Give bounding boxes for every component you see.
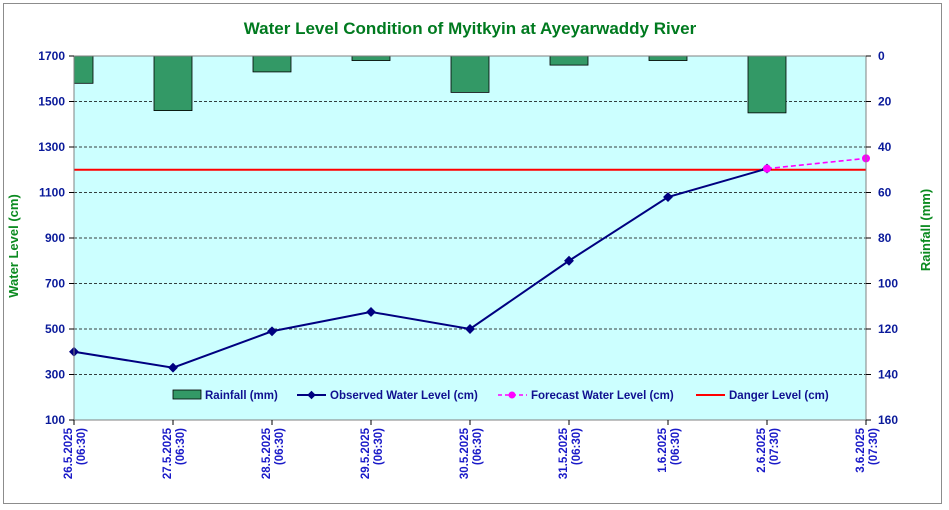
y2-tick-label: 20 [878,95,892,109]
legend-label-forecast: Forecast Water Level (cm) [531,390,674,402]
y2-tick-label: 0 [878,49,885,63]
legend-swatch-rainfall [172,389,202,400]
x-tick-label-date: 2.6.2025 [756,427,768,472]
observed-line [73,167,768,369]
y2-tick-label: 100 [878,277,898,291]
y-tick-label: 1500 [38,95,65,109]
x-tick-label-date: 29.5.2025 [360,427,372,479]
x-tick-label-date: 3.6.2025 [855,427,867,472]
rainfall-bar [648,55,688,61]
legend-label-observed: Observed Water Level (cm) [330,390,478,402]
y-axis-title: Water Level (cm) [6,194,21,298]
y2-tick-label: 40 [878,140,892,154]
x-tick-label-date: 28.5.2025 [261,427,273,479]
rainfall-bar [252,55,292,73]
y-tick-label: 100 [45,413,65,427]
forecast-line [766,157,867,170]
x-tick-label-time: (07:30) [769,428,781,465]
gridlines [74,55,866,375]
rainfall-bar [73,55,94,84]
observed-point [663,192,673,202]
y-tick-label: 1100 [39,186,65,200]
x-tick-label-time: (07:30) [868,428,880,465]
x-tick-label-date: 30.5.2025 [459,427,471,479]
legend-marker-observed [307,390,316,400]
x-tick-label-date: 26.5.2025 [63,427,75,479]
y-tick-label: 500 [45,322,65,336]
x-tick-label-time: (06:30) [472,428,484,465]
y-tick-label: 900 [45,231,65,245]
y2-tick-label: 60 [878,186,892,200]
observed-series [69,163,772,373]
legend-label-danger: Danger Level (cm) [729,390,829,402]
forecast-point [763,164,771,173]
legend: Rainfall (mm) Observed Water Level (cm) Fo… [172,389,829,402]
observed-point [267,326,277,337]
y2-axis-title: Rainfall (mm) [918,189,933,271]
y-tick-label: 1300 [38,140,65,154]
y2-tick-label: 120 [878,322,898,336]
x-tick-label-time: (06:30) [76,428,88,465]
x-tick-label-time: (06:30) [373,428,385,465]
y-tick-label: 1700 [38,49,65,63]
legend-marker-forecast [508,391,516,399]
x-tick-label-time: (06:30) [274,428,286,465]
y2-tick-label: 80 [878,231,892,245]
observed-point [366,306,376,317]
rainfall-bar [450,55,490,93]
observed-point [465,324,475,334]
x-tick-labels: 26.5.2025 (06:30) 27.5.2025 (06:30) 28.5.202… [63,420,880,479]
x-tick-label-date: 31.5.2025 [558,427,570,479]
y-tick-label: 700 [45,277,65,291]
y2-tick-label: 160 [878,413,898,427]
chart-title: Water Level Condition of Myitkyin at Aye… [244,19,697,38]
x-tick-label-time: (06:30) [670,428,682,465]
x-tick-label-date: 1.6.2025 [657,427,669,472]
left-tick-labels: 100 300 500 700 900 1100 1300 1500 1700 [38,49,74,427]
x-tick-label-time: (06:30) [571,428,583,465]
observed-point [564,255,574,266]
legend-label-rainfall: Rainfall (mm) [205,390,278,402]
x-tick-label-time: (06:30) [175,428,187,465]
x-tick-label-date: 27.5.2025 [162,427,174,479]
rainfall-bar [351,55,391,61]
y2-tick-label: 140 [878,368,898,382]
right-tick-labels: 0 20 40 60 80 100 120 140 160 [866,49,898,427]
observed-point [168,362,178,373]
y-tick-label: 300 [45,368,65,382]
rainfall-bar [747,55,787,114]
rainfall-bar [153,55,193,111]
rainfall-bar [549,55,589,66]
